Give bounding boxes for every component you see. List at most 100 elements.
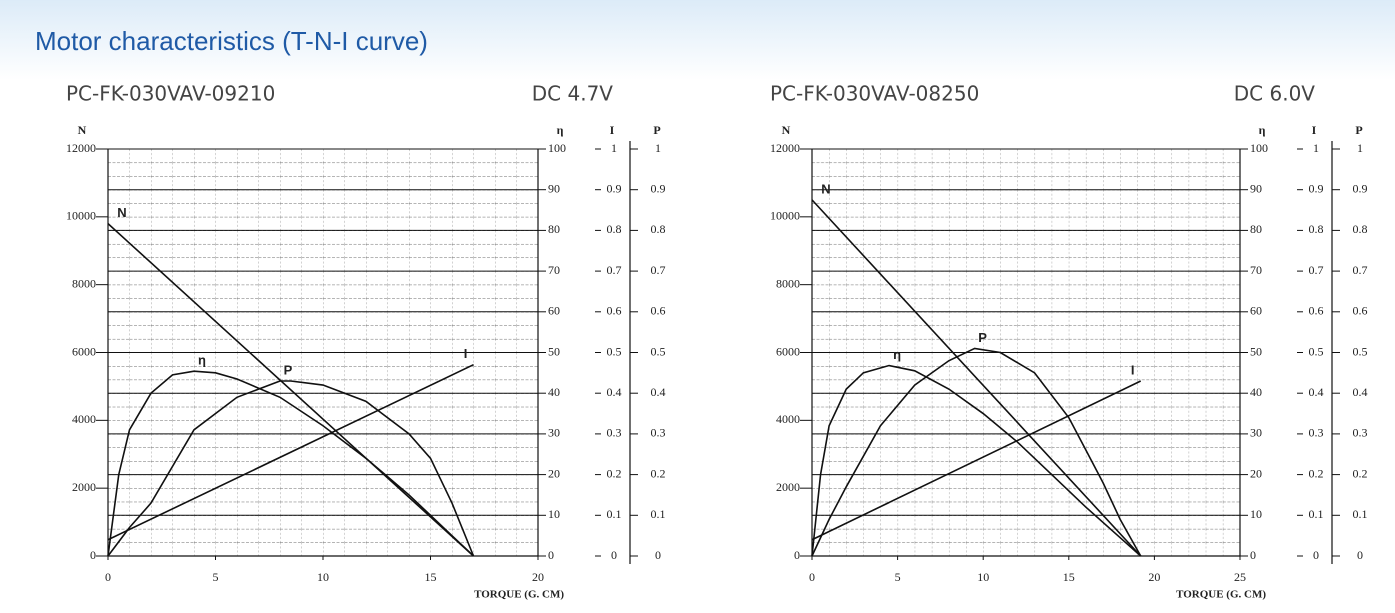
series-label: I xyxy=(464,346,468,361)
series-label: I xyxy=(1131,362,1135,377)
series-line xyxy=(811,347,1142,557)
chart-subtitle: DC 4.7V xyxy=(532,82,614,106)
chart-title: PC-FK-030VAV-08250 xyxy=(770,82,979,106)
y4-tick-label: 0.1 xyxy=(1353,507,1368,521)
y4-tick-label: 0.5 xyxy=(1353,344,1368,358)
y3-tick-label: 0.9 xyxy=(607,181,622,195)
y2-tick-label: 10 xyxy=(1250,507,1262,521)
y4-tick-label: 0.8 xyxy=(1353,222,1368,236)
y4-tick-label: 0.6 xyxy=(1353,304,1368,318)
y3-tick-label: 0.5 xyxy=(1309,344,1324,358)
chart-title: PC-FK-030VAV-09210 xyxy=(66,82,275,106)
series-line xyxy=(811,380,1142,541)
x-tick-label: 25 xyxy=(1234,570,1246,584)
y-tick-label: 6000 xyxy=(72,344,96,358)
y2-tick-label: 90 xyxy=(548,181,560,195)
y3-tick-label: 0.9 xyxy=(1309,181,1324,195)
y2-tick-label: 80 xyxy=(548,222,560,236)
y3-tick-label: 0.1 xyxy=(1309,507,1324,521)
y-tick-label: 12000 xyxy=(770,141,800,155)
y3-tick-label: 0.7 xyxy=(607,263,622,277)
y2-axis-label: η xyxy=(1259,123,1266,137)
y4-tick-label: 0.8 xyxy=(651,222,666,236)
y4-tick-label: 1 xyxy=(655,141,661,155)
y4-tick-label: 0.4 xyxy=(651,385,666,399)
page-title: Motor characteristics (T-N-I curve) xyxy=(35,26,428,56)
series-label: P xyxy=(284,362,293,377)
y2-tick-label: 0 xyxy=(1250,548,1256,562)
y2-tick-label: 70 xyxy=(1250,263,1262,277)
y3-tick-label: 0.2 xyxy=(1309,466,1324,480)
series-line xyxy=(107,223,475,557)
y2-tick-label: 10 xyxy=(548,507,560,521)
x-tick-label: 10 xyxy=(977,570,989,584)
y3-tick-label: 0.1 xyxy=(607,507,622,521)
y2-tick-label: 60 xyxy=(1250,304,1262,318)
x-axis-label: TORQUE (G. CM) xyxy=(1176,589,1266,601)
y3-tick-label: 0.8 xyxy=(607,222,622,236)
y-tick-label: 12000 xyxy=(66,141,96,155)
y3-tick-label: 0 xyxy=(1313,548,1319,562)
y4-tick-label: 0.9 xyxy=(651,181,666,195)
y4-tick-label: 0 xyxy=(655,548,661,562)
x-axis-label: TORQUE (G. CM) xyxy=(474,589,564,601)
y4-tick-label: 0.5 xyxy=(651,344,666,358)
x-tick-label: 0 xyxy=(105,570,111,584)
y2-tick-label: 20 xyxy=(548,466,560,480)
series-line xyxy=(107,370,475,557)
y3-axis-label: I xyxy=(1312,123,1317,137)
y3-tick-label: 0.6 xyxy=(607,304,622,318)
y3-tick-label: 0.2 xyxy=(607,466,622,480)
series-label: η xyxy=(893,347,901,362)
y3-axis-label: I xyxy=(610,123,615,137)
y4-tick-label: 0.2 xyxy=(1353,466,1368,480)
x-tick-label: 0 xyxy=(809,570,815,584)
y4-tick-label: 0.1 xyxy=(651,507,666,521)
y-tick-label: 10000 xyxy=(770,209,800,223)
y2-tick-label: 50 xyxy=(548,344,560,358)
x-tick-label: 20 xyxy=(532,570,544,584)
y2-tick-label: 70 xyxy=(548,263,560,277)
y-tick-label: 4000 xyxy=(72,412,96,426)
y3-tick-label: 0.3 xyxy=(1309,426,1324,440)
y3-tick-label: 0.4 xyxy=(1309,385,1324,399)
y-tick-label: 6000 xyxy=(776,344,800,358)
series-label: P xyxy=(978,330,987,345)
y3-tick-label: 0.7 xyxy=(1309,263,1324,277)
series-line xyxy=(811,199,1142,557)
y3-tick-label: 1 xyxy=(1313,141,1319,155)
y4-tick-label: 0.7 xyxy=(1353,263,1368,277)
y-tick-label: 8000 xyxy=(72,276,96,290)
y2-tick-label: 30 xyxy=(548,426,560,440)
y2-tick-label: 40 xyxy=(548,385,560,399)
series-line xyxy=(811,364,1142,557)
x-tick-label: 20 xyxy=(1148,570,1160,584)
y4-tick-label: 0.2 xyxy=(651,466,666,480)
y3-tick-label: 0.3 xyxy=(607,426,622,440)
series-label: N xyxy=(821,181,830,196)
series-label: η xyxy=(198,353,206,368)
y3-tick-label: 0.4 xyxy=(607,385,622,399)
y2-tick-label: 50 xyxy=(1250,344,1262,358)
y2-tick-label: 100 xyxy=(1250,141,1268,155)
y4-axis-label: P xyxy=(1355,123,1362,137)
y4-axis-label: P xyxy=(653,123,660,137)
y2-tick-label: 40 xyxy=(1250,385,1262,399)
y2-tick-label: 20 xyxy=(1250,466,1262,480)
y3-tick-label: 0.8 xyxy=(1309,222,1324,236)
y2-tick-label: 80 xyxy=(1250,222,1262,236)
y4-tick-label: 0.9 xyxy=(1353,181,1368,195)
y-tick-label: 2000 xyxy=(72,480,96,494)
y-tick-label: 10000 xyxy=(66,209,96,223)
y3-tick-label: 0.6 xyxy=(1309,304,1324,318)
series-line xyxy=(107,380,475,557)
x-tick-label: 15 xyxy=(425,570,437,584)
y2-tick-label: 0 xyxy=(548,548,554,562)
y4-tick-label: 1 xyxy=(1357,141,1363,155)
y3-tick-label: 0 xyxy=(611,548,617,562)
y-tick-label: 0 xyxy=(90,548,96,562)
y4-tick-label: 0.4 xyxy=(1353,385,1368,399)
y-axis-label: N xyxy=(78,123,87,137)
